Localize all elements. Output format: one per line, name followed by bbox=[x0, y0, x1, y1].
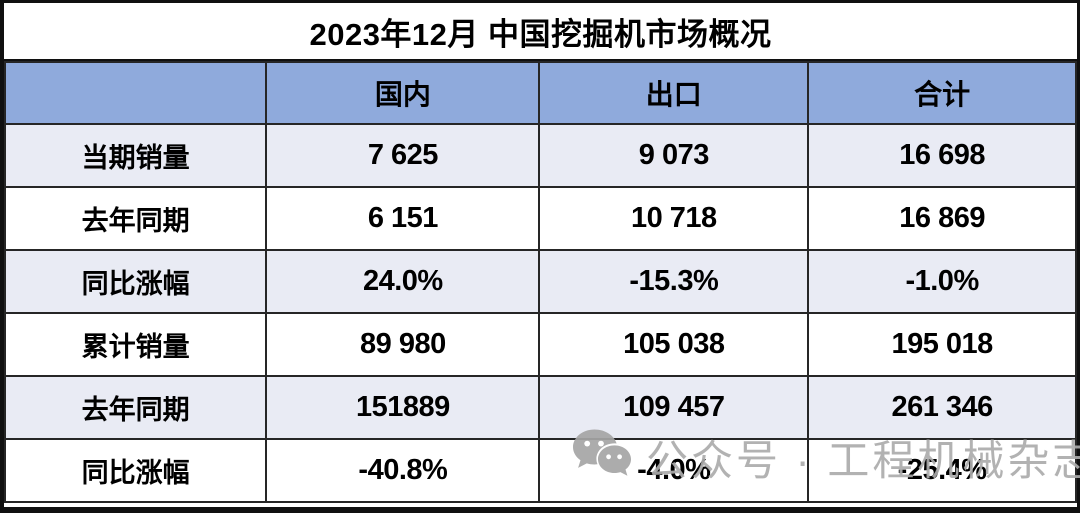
cell-value: 7 625 bbox=[265, 123, 541, 188]
cell-value: -1.0% bbox=[807, 249, 1077, 314]
cell-value: 89 980 bbox=[265, 312, 541, 377]
table-row: 同比涨幅 24.0% -15.3% -1.0% bbox=[3, 249, 1077, 314]
table-row: 去年同期 6 151 10 718 16 869 bbox=[3, 186, 1077, 251]
header-cell-blank bbox=[3, 61, 268, 125]
table-row: 累计销量 89 980 105 038 195 018 bbox=[3, 312, 1077, 377]
row-label: 当期销量 bbox=[3, 123, 268, 188]
cell-value: 261 346 bbox=[807, 375, 1077, 440]
header-cell-total: 合计 bbox=[807, 61, 1077, 125]
table-header-row: 国内 出口 合计 bbox=[3, 61, 1077, 125]
table-row: 当期销量 7 625 9 073 16 698 bbox=[3, 123, 1077, 188]
cell-value: 105 038 bbox=[538, 312, 810, 377]
cell-value: -40.8% bbox=[265, 438, 541, 503]
cell-value: 195 018 bbox=[807, 312, 1077, 377]
cell-value: 6 151 bbox=[265, 186, 541, 251]
cell-value: 16 698 bbox=[807, 123, 1077, 188]
table-row: 去年同期 151889 109 457 261 346 bbox=[3, 375, 1077, 440]
row-label: 同比涨幅 bbox=[3, 438, 268, 503]
market-table: 国内 出口 合计 当期销量 7 625 9 073 16 698 去年同期 6 … bbox=[3, 61, 1077, 503]
row-label: 去年同期 bbox=[3, 186, 268, 251]
cell-value: 151889 bbox=[265, 375, 541, 440]
header-cell-domestic: 国内 bbox=[265, 61, 541, 125]
cell-value: -25.4% bbox=[807, 438, 1077, 503]
cell-value: 16 869 bbox=[807, 186, 1077, 251]
title-bar: 2023年12月 中国挖掘机市场概况 bbox=[4, 3, 1077, 61]
cell-value: -4.0% bbox=[538, 438, 810, 503]
page-title: 2023年12月 中国挖掘机市场概况 bbox=[309, 16, 772, 52]
table-row: 同比涨幅 -40.8% -4.0% -25.4% bbox=[3, 438, 1077, 503]
cell-value: 10 718 bbox=[538, 186, 810, 251]
row-label: 去年同期 bbox=[3, 375, 268, 440]
header-cell-export: 出口 bbox=[538, 61, 810, 125]
row-label: 累计销量 bbox=[3, 312, 268, 377]
cell-value: 24.0% bbox=[265, 249, 541, 314]
cell-value: -15.3% bbox=[538, 249, 810, 314]
row-label: 同比涨幅 bbox=[3, 249, 268, 314]
cell-value: 9 073 bbox=[538, 123, 810, 188]
cell-value: 109 457 bbox=[538, 375, 810, 440]
